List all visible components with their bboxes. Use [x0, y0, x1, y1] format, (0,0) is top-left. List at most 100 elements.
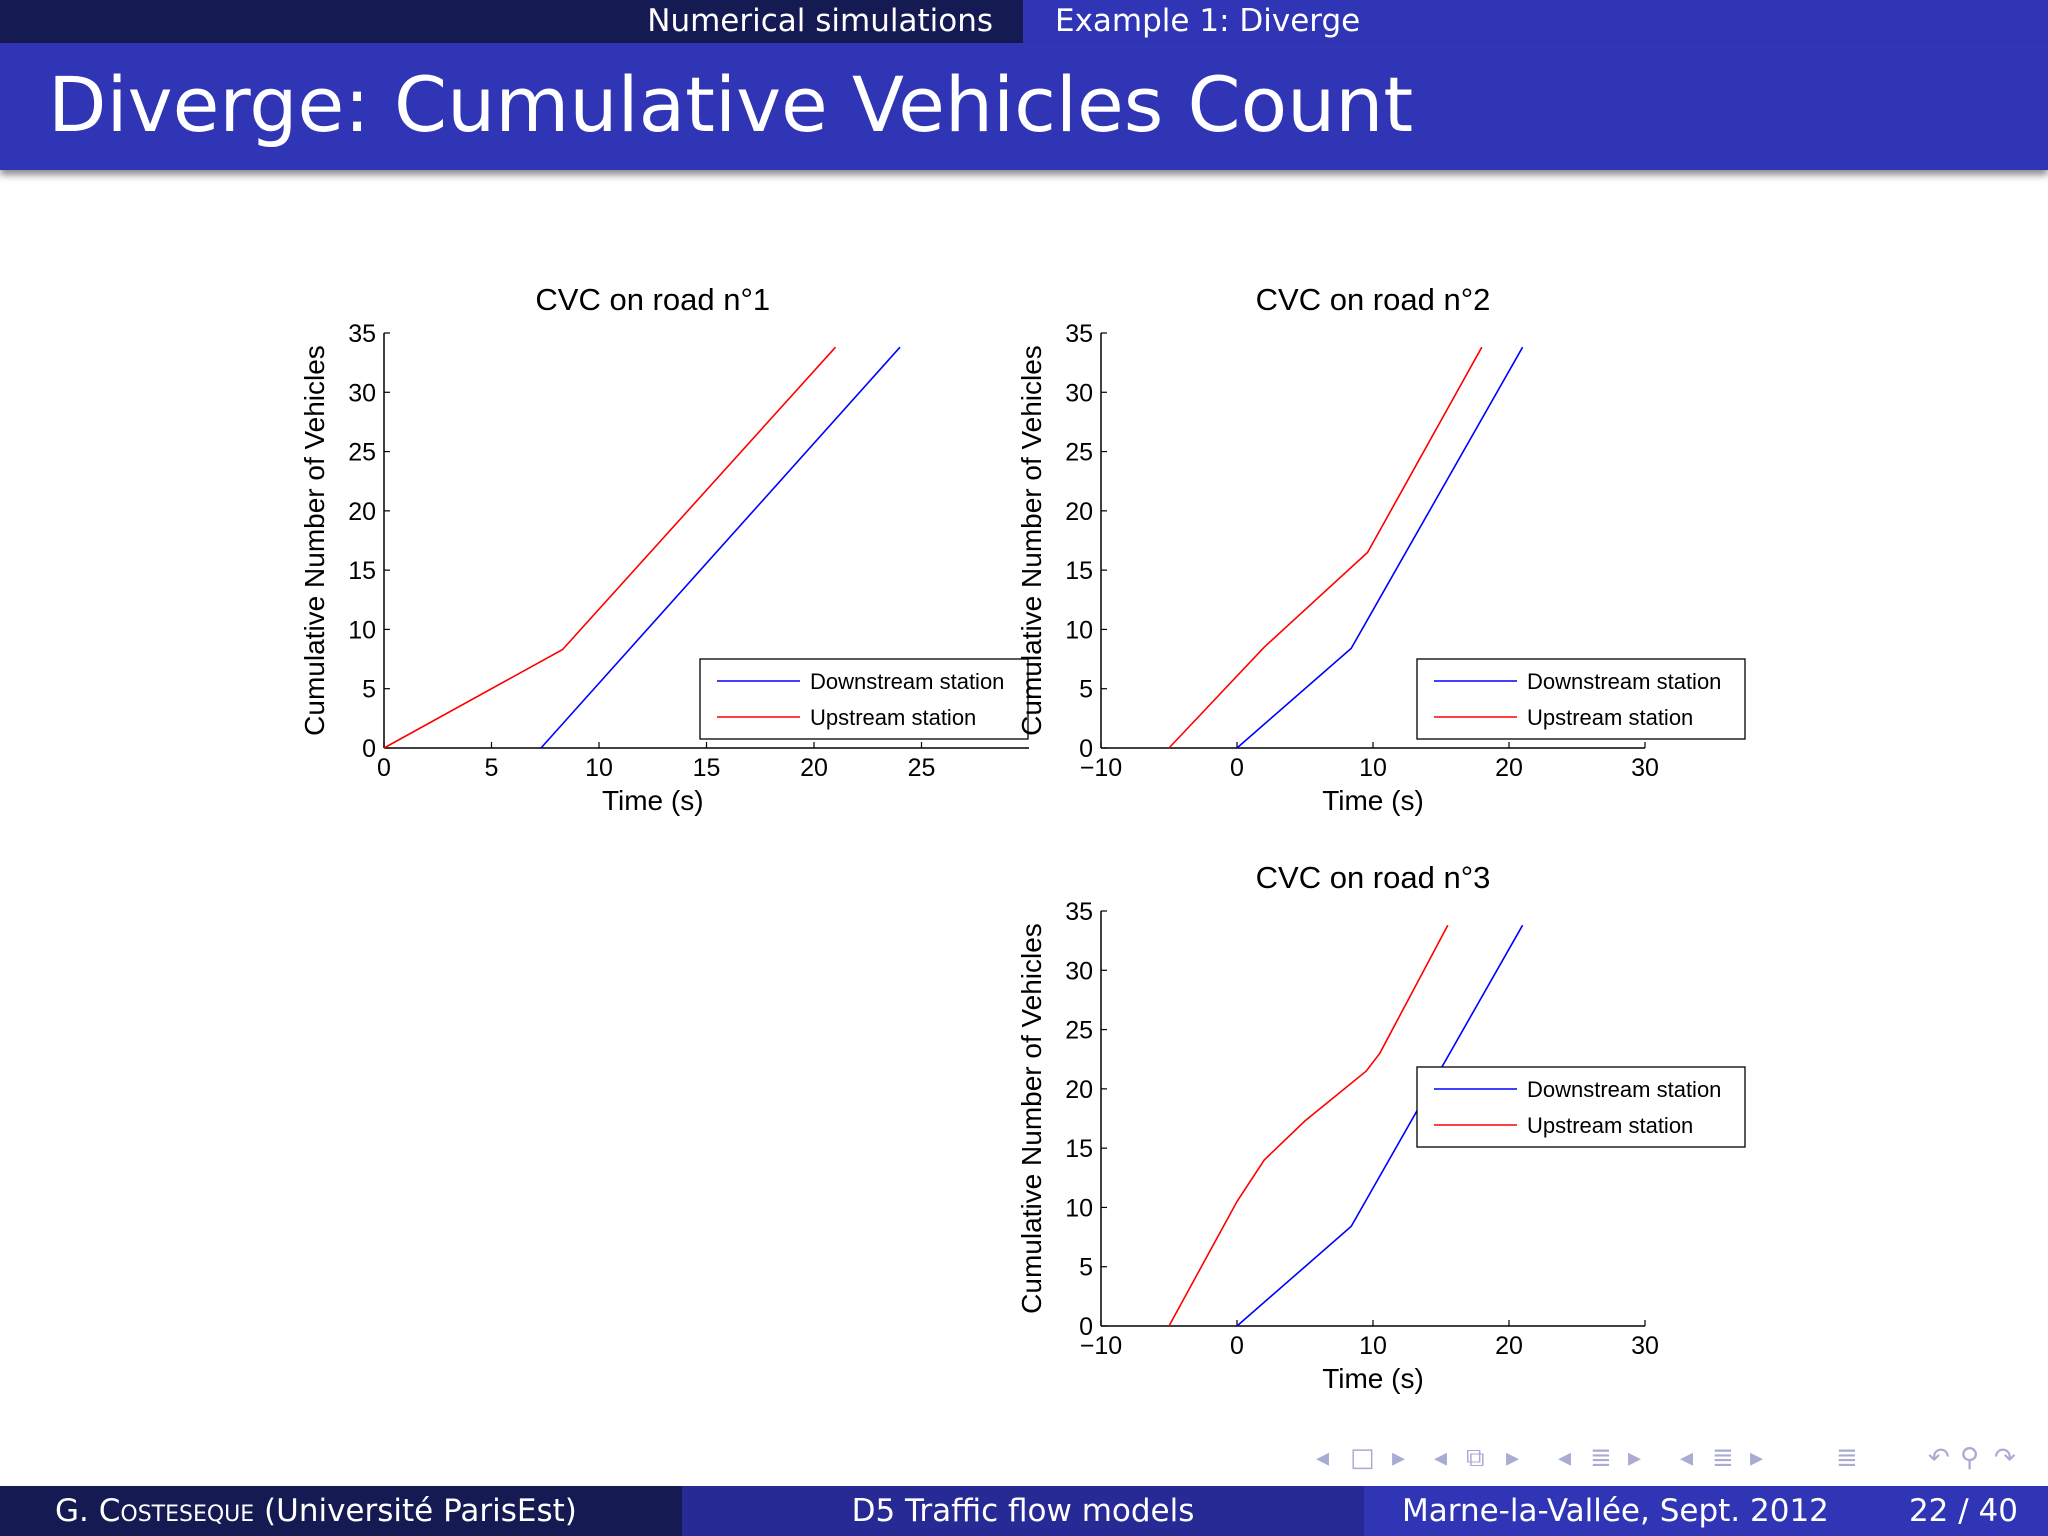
slide-title: Diverge: Cumulative Vehicles Count — [48, 60, 1414, 149]
x-tick-label: 10 — [1359, 1332, 1387, 1360]
x-tick-label: −10 — [1080, 1332, 1122, 1360]
y-tick-label: 30 — [1065, 379, 1093, 407]
next-section-icon[interactable]: ▸ — [1750, 1443, 1764, 1473]
beamer-navigation-symbols: ◂ □ ▸ ◂ ⧉ ▸ ◂ ≣ ▸ ◂ ≣ ▸ ≣ ↶ ⚲ ↷ — [1300, 1440, 2040, 1476]
subsection-icon[interactable]: ≣ — [1590, 1443, 1612, 1473]
x-tick-label: 10 — [585, 754, 613, 782]
series-line-downstream — [1236, 924, 1524, 1327]
series-line-downstream — [1236, 346, 1524, 749]
footer-right: Marne-la-Vallée, Sept. 2012 22 / 40 — [1364, 1486, 2048, 1536]
slides-icon[interactable]: ⧉ — [1466, 1443, 1485, 1473]
y-tick-label: 15 — [348, 557, 376, 585]
y-tick-label: 0 — [362, 735, 376, 763]
y-tick-label: 5 — [1079, 676, 1093, 704]
series-line-upstream — [383, 346, 837, 749]
y-tick-label: 0 — [1079, 735, 1093, 763]
x-tick-label: 10 — [1359, 754, 1387, 782]
legend-box — [1416, 658, 1746, 740]
x-axis-label: Time (s) — [602, 785, 704, 816]
document-icon[interactable]: ≣ — [1836, 1443, 1858, 1473]
x-tick-label: 20 — [800, 754, 828, 782]
slide-title-bar: Diverge: Cumulative Vehicles Count — [0, 43, 2048, 170]
nav-section[interactable]: Numerical simulations — [0, 0, 1023, 43]
y-tick-label: 25 — [1065, 439, 1093, 467]
x-tick-label: 25 — [908, 754, 936, 782]
chart-title: CVC on road n°2 — [1256, 282, 1491, 317]
y-tick-label: 5 — [1079, 1254, 1093, 1282]
x-tick-label: 15 — [693, 754, 721, 782]
x-tick-label: 0 — [1230, 754, 1244, 782]
prev-section-icon[interactable]: ◂ — [1680, 1443, 1694, 1473]
y-axis-label: Cumulative Number of Vehicles — [299, 345, 330, 736]
series-line-downstream — [540, 346, 901, 749]
x-tick-label: 30 — [1631, 754, 1659, 782]
y-tick-label: 10 — [1065, 616, 1093, 644]
legend-label-upstream: Upstream station — [1527, 1113, 1693, 1138]
series-line-upstream — [1168, 346, 1483, 749]
section-icon[interactable]: ≣ — [1712, 1443, 1734, 1473]
x-tick-label: −10 — [1080, 754, 1122, 782]
forward-icon[interactable]: ↷ — [1994, 1443, 2016, 1473]
prev-subsection-icon[interactable]: ◂ — [1558, 1443, 1572, 1473]
footer-place-date: Marne-la-Vallée, Sept. 2012 — [1402, 1493, 1829, 1529]
search-icon[interactable]: ⚲ — [1960, 1443, 1980, 1473]
chart-title: CVC on road n°1 — [535, 282, 770, 317]
y-tick-label: 30 — [1065, 957, 1093, 985]
y-tick-label: 20 — [1065, 1076, 1093, 1104]
y-tick-label: 20 — [1065, 498, 1093, 526]
chart-1: 0 5 10 15 20 25 30 35 0 5 10 15 20 25 CVC on road n°1 T… — [299, 282, 1029, 816]
legend: Downstream station Upstream station — [699, 658, 1029, 740]
y-tick-label: 35 — [348, 320, 376, 348]
charts-area: 0 5 10 15 20 25 30 35 0 5 10 15 20 25 CVC on road n°1 T… — [299, 282, 1746, 1394]
y-tick-label: 35 — [1065, 320, 1093, 348]
legend-label-upstream: Upstream station — [1527, 705, 1693, 730]
y-tick-label: 5 — [362, 676, 376, 704]
footer-talk-title: D5 Traffic flow models — [682, 1486, 1364, 1536]
next-slide-icon[interactable]: ▸ — [1506, 1443, 1520, 1473]
prev-slide-icon[interactable]: ◂ — [1434, 1443, 1448, 1473]
nav-subsection-label[interactable]: Example 1: Diverge — [1055, 3, 1361, 39]
y-tick-label: 15 — [1065, 1135, 1093, 1163]
prev-frame-icon[interactable]: ◂ — [1316, 1443, 1330, 1473]
x-tick-label: 0 — [377, 754, 391, 782]
y-tick-label: 30 — [348, 379, 376, 407]
frame-icon[interactable]: □ — [1350, 1443, 1375, 1473]
legend: Downstream station Upstream station — [1416, 1066, 1746, 1148]
x-tick-label: 30 — [1631, 1332, 1659, 1360]
footer-author-name: G. Costeseque — [55, 1493, 255, 1529]
nav-section-label[interactable]: Numerical simulations — [647, 3, 993, 39]
legend-label-upstream: Upstream station — [810, 705, 976, 730]
y-tick-label: 10 — [1065, 1194, 1093, 1222]
footer-page-number: 22 / 40 — [1908, 1493, 2018, 1529]
legend: Downstream station Upstream station — [1416, 658, 1746, 740]
nav-subsection[interactable]: Example 1: Diverge — [1023, 0, 2048, 43]
legend-box — [699, 658, 1029, 740]
y-tick-label: 15 — [1065, 557, 1093, 585]
y-tick-label: 20 — [348, 498, 376, 526]
x-axis-label: Time (s) — [1322, 1363, 1424, 1394]
y-axis-label: Cumulative Number of Vehicles — [1016, 345, 1047, 736]
footer-institution: (Université ParisEst) — [264, 1493, 577, 1529]
back-icon[interactable]: ↶ — [1928, 1443, 1950, 1473]
y-tick-label: 35 — [1065, 898, 1093, 926]
x-tick-label: 5 — [485, 754, 499, 782]
slide-footer: G. Costeseque (Université ParisEst) D5 T… — [0, 1486, 2048, 1536]
footer-author: G. Costeseque (Université ParisEst) — [0, 1486, 682, 1536]
legend-label-downstream: Downstream station — [1527, 1077, 1721, 1102]
x-tick-label: 0 — [1230, 1332, 1244, 1360]
y-axis-label: Cumulative Number of Vehicles — [1016, 923, 1047, 1314]
legend-label-downstream: Downstream station — [1527, 669, 1721, 694]
x-axis-label: Time (s) — [1322, 785, 1424, 816]
y-tick-label: 25 — [348, 439, 376, 467]
y-tick-label: 25 — [1065, 1017, 1093, 1045]
series-line-upstream — [1168, 924, 1449, 1327]
next-subsection-icon[interactable]: ▸ — [1628, 1443, 1642, 1473]
legend-label-downstream: Downstream station — [810, 669, 1004, 694]
x-tick-label: 20 — [1495, 754, 1523, 782]
next-frame-icon[interactable]: ▸ — [1392, 1443, 1406, 1473]
x-tick-label: 20 — [1495, 1332, 1523, 1360]
chart-title: CVC on road n°3 — [1256, 860, 1491, 895]
top-navigation-bar: Numerical simulations Example 1: Diverge — [0, 0, 2048, 43]
